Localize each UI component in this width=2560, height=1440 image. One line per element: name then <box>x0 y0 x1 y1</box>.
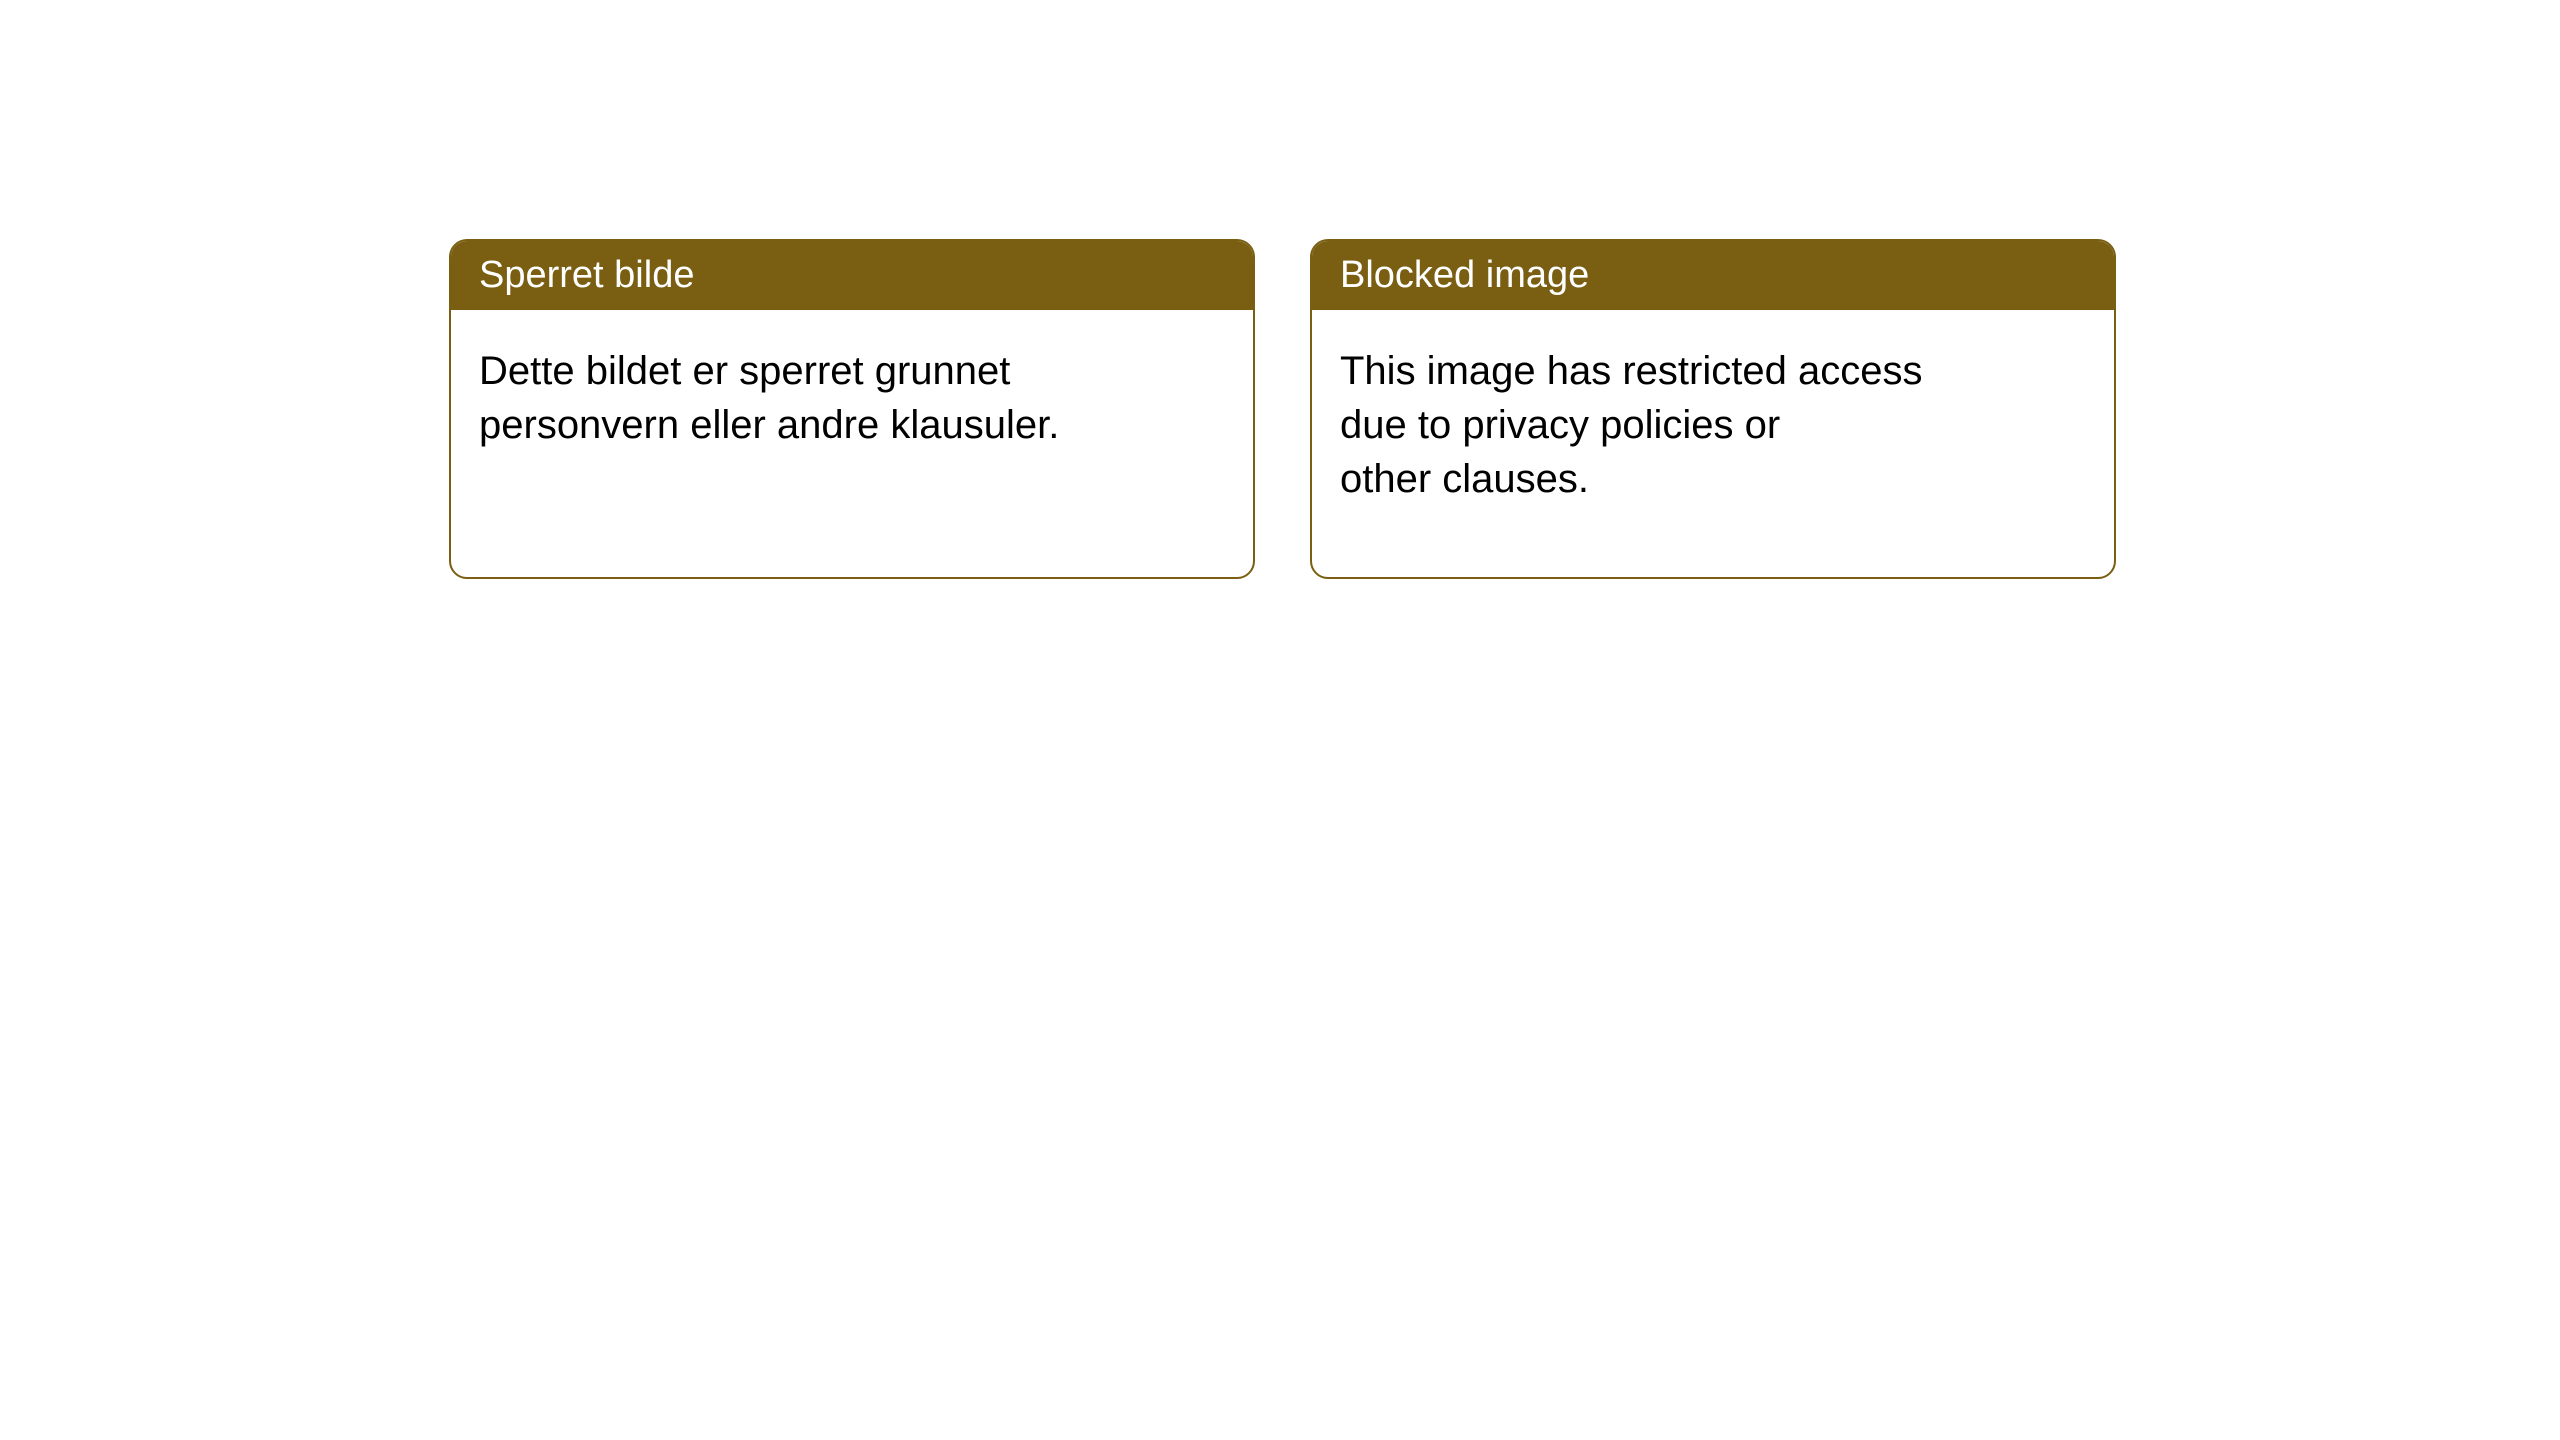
notice-card-norwegian: Sperret bilde Dette bildet er sperret gr… <box>449 239 1255 579</box>
notice-card-english: Blocked image This image has restricted … <box>1310 239 2116 579</box>
notice-header: Sperret bilde <box>451 241 1253 310</box>
notice-container: Sperret bilde Dette bildet er sperret gr… <box>449 239 2116 579</box>
notice-body: Dette bildet er sperret grunnet personve… <box>451 310 1151 486</box>
notice-header: Blocked image <box>1312 241 2114 310</box>
notice-body: This image has restricted access due to … <box>1312 310 2012 540</box>
